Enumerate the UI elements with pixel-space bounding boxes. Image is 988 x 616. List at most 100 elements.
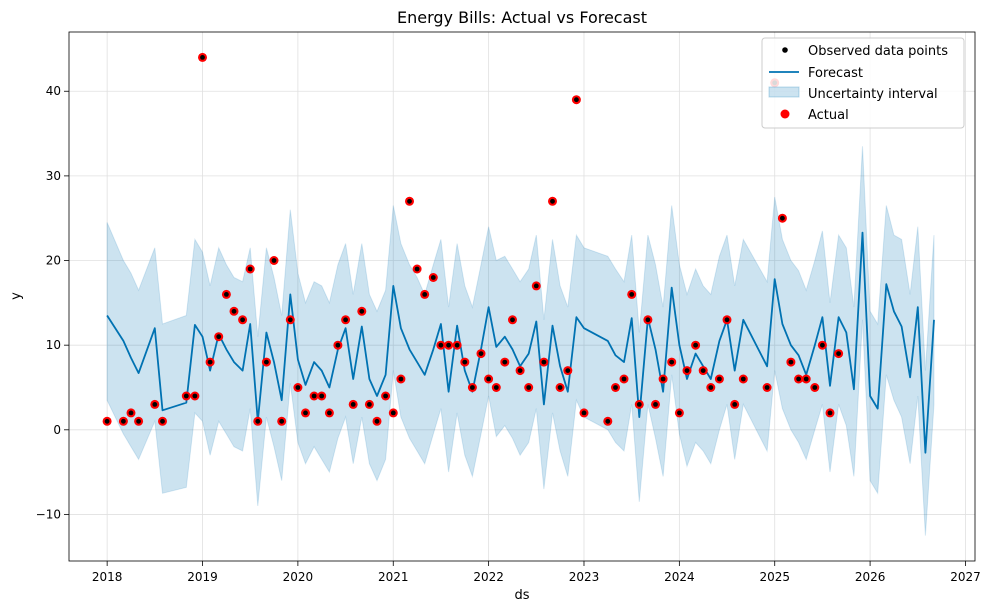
observed-point <box>271 258 277 263</box>
observed-point <box>350 402 356 407</box>
y-axis-label: y <box>9 292 24 300</box>
observed-point <box>287 317 293 323</box>
observed-point <box>621 376 627 382</box>
observed-point <box>264 359 269 365</box>
observed-point <box>470 385 475 390</box>
observed-point <box>478 351 484 356</box>
observed-point <box>335 342 341 348</box>
observed-point <box>319 393 325 399</box>
observed-point <box>152 402 158 407</box>
chart-title: Energy Bills: Actual vs Forecast <box>397 8 647 27</box>
observed-point <box>231 308 237 314</box>
observed-point <box>526 385 532 390</box>
uncertainty-band <box>106 146 935 536</box>
observed-point <box>216 334 222 340</box>
y-axis-ticks: −10 0 10 20 30 40 <box>36 84 69 521</box>
legend-observed-marker <box>782 47 788 53</box>
observed-point <box>183 393 189 399</box>
observed-point <box>374 418 380 424</box>
legend-uncertainty-marker <box>768 86 800 98</box>
observed-point <box>303 410 308 416</box>
observed-point <box>827 410 833 416</box>
observed-point <box>422 292 428 297</box>
observed-point <box>414 266 420 272</box>
observed-point <box>605 418 611 424</box>
x-tick-label: 2027 <box>950 570 981 584</box>
observed-point <box>574 97 579 103</box>
x-axis-ticks: 2018 2019 2020 2021 2022 2023 2024 2025 2026 2027 <box>92 561 981 584</box>
y-tick-label: 40 <box>46 84 61 98</box>
observed-point <box>517 368 523 373</box>
observed-point <box>438 342 444 348</box>
observed-point <box>160 418 165 424</box>
observed-point <box>541 359 547 365</box>
observed-point <box>407 198 412 204</box>
x-tick-label: 2023 <box>569 570 600 584</box>
x-tick-label: 2024 <box>664 570 695 584</box>
observed-point <box>717 376 722 382</box>
plot-frame <box>68 31 976 562</box>
legend-box <box>761 37 965 129</box>
observed-point <box>780 215 785 221</box>
observed-point <box>192 393 198 399</box>
observed-point <box>836 351 841 356</box>
legend-observed-label: Observed data points <box>808 44 948 59</box>
y-tick-label: 20 <box>46 254 61 268</box>
observed-point <box>295 385 301 390</box>
observed-point <box>812 385 818 390</box>
x-tick-label: 2026 <box>855 570 886 584</box>
observed-point <box>565 368 571 373</box>
x-tick-label: 2020 <box>283 570 314 584</box>
legend-uncertainty-label: Uncertainty interval <box>808 87 938 102</box>
observed-point <box>383 393 388 399</box>
observed-point <box>136 418 142 424</box>
x-tick-label: 2025 <box>759 570 790 584</box>
observed-point <box>740 376 746 382</box>
observed-point <box>684 368 690 373</box>
x-axis-label: ds <box>514 588 529 603</box>
observed-point <box>581 410 587 416</box>
observed-point <box>669 359 675 365</box>
observed-point <box>629 292 635 297</box>
points-layer <box>102 52 844 426</box>
observed-point <box>732 402 738 407</box>
observed-point <box>247 266 253 272</box>
observed-point <box>613 385 618 390</box>
x-tick-label: 2019 <box>187 570 218 584</box>
observed-point <box>430 275 436 280</box>
observed-point <box>796 376 801 382</box>
observed-point <box>390 410 396 416</box>
observed-point <box>788 359 794 365</box>
y-tick-label: 10 <box>46 338 61 352</box>
observed-point <box>764 385 770 390</box>
legend-actual-marker <box>780 109 790 119</box>
observed-point <box>398 376 404 382</box>
x-tick-label: 2022 <box>473 570 504 584</box>
observed-point <box>207 359 213 365</box>
x-tick-label: 2021 <box>378 570 409 584</box>
x-tick-label: 2018 <box>92 570 123 584</box>
observed-point <box>677 410 682 416</box>
observed-point <box>343 317 348 323</box>
y-tick-label: 0 <box>53 423 61 437</box>
observed-point <box>502 359 508 365</box>
observed-point <box>486 376 491 382</box>
observed-point <box>224 292 229 297</box>
observed-point <box>240 317 246 323</box>
observed-point <box>462 359 468 365</box>
observed-point <box>636 402 642 407</box>
observed-point <box>279 418 285 424</box>
observed-point <box>311 393 317 399</box>
observed-point <box>104 418 110 424</box>
observed-point <box>510 317 515 323</box>
observed-point <box>493 385 499 390</box>
observed-point <box>700 368 706 373</box>
observed-point <box>820 342 825 348</box>
observed-point <box>803 376 809 382</box>
observed-point <box>367 402 372 407</box>
observed-point <box>446 342 451 348</box>
observed-point <box>359 308 365 314</box>
observed-point <box>200 55 205 60</box>
